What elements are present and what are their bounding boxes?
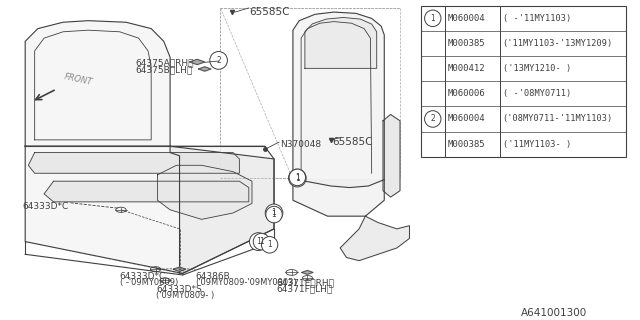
Polygon shape — [173, 267, 186, 271]
Text: 64371F〈LH〉: 64371F〈LH〉 — [276, 284, 332, 293]
Text: M000385: M000385 — [447, 39, 485, 48]
Polygon shape — [157, 165, 252, 219]
Text: ('09MY0809- ): ('09MY0809- ) — [156, 291, 214, 300]
Ellipse shape — [289, 169, 306, 187]
Polygon shape — [28, 153, 239, 173]
Polygon shape — [340, 216, 410, 261]
Text: 1: 1 — [256, 237, 260, 246]
Text: 1: 1 — [271, 210, 276, 219]
Ellipse shape — [250, 233, 267, 251]
Text: ( -'09MY0809): ( -'09MY0809) — [120, 278, 178, 287]
Text: 1: 1 — [430, 14, 435, 23]
Text: ('11MY1103- ): ('11MY1103- ) — [502, 140, 571, 148]
Text: 65585C: 65585C — [249, 7, 289, 17]
Text: M060006: M060006 — [447, 89, 485, 98]
Ellipse shape — [261, 236, 278, 253]
Text: ( -'11MY1103): ( -'11MY1103) — [502, 14, 571, 23]
Text: M060004: M060004 — [447, 115, 485, 124]
Text: 1: 1 — [259, 237, 264, 246]
Text: 1: 1 — [268, 240, 272, 249]
Text: 64375B〈LH〉: 64375B〈LH〉 — [136, 65, 193, 74]
Text: N370048: N370048 — [280, 140, 321, 149]
Text: 2: 2 — [430, 115, 435, 124]
Text: 1: 1 — [295, 173, 300, 182]
Text: 65585C: 65585C — [333, 137, 373, 147]
Polygon shape — [25, 146, 274, 273]
Ellipse shape — [289, 169, 305, 186]
Polygon shape — [198, 67, 211, 71]
Polygon shape — [383, 115, 400, 197]
Polygon shape — [25, 21, 170, 146]
Ellipse shape — [210, 52, 227, 69]
Text: 1: 1 — [271, 209, 276, 218]
Text: 64371E〈RH〉: 64371E〈RH〉 — [276, 278, 334, 287]
Ellipse shape — [265, 204, 283, 222]
Polygon shape — [44, 181, 249, 202]
Polygon shape — [293, 12, 384, 188]
Ellipse shape — [424, 10, 441, 27]
Ellipse shape — [266, 206, 282, 223]
Polygon shape — [189, 59, 205, 65]
Text: 2: 2 — [216, 56, 221, 65]
Text: 64375A〈RH〉: 64375A〈RH〉 — [136, 59, 194, 68]
Bar — [421, 6, 625, 157]
Text: 64333D*C: 64333D*C — [120, 272, 166, 281]
Text: ( -'08MY0711): ( -'08MY0711) — [502, 89, 571, 98]
Text: 64333D*S: 64333D*S — [156, 284, 202, 293]
Text: ('13MY1210- ): ('13MY1210- ) — [502, 64, 571, 73]
Text: ('11MY1103-'13MY1209): ('11MY1103-'13MY1209) — [502, 39, 613, 48]
Polygon shape — [170, 146, 274, 273]
Polygon shape — [305, 18, 377, 68]
Text: 1: 1 — [295, 173, 300, 182]
Polygon shape — [293, 180, 384, 216]
Text: M000412: M000412 — [447, 64, 485, 73]
Polygon shape — [301, 270, 313, 275]
Text: ('09MY0809-'09MY0903): ('09MY0809-'09MY0903) — [195, 278, 297, 287]
Text: FRONT: FRONT — [63, 73, 93, 87]
Ellipse shape — [253, 233, 269, 250]
Ellipse shape — [424, 111, 441, 127]
Text: M000385: M000385 — [447, 140, 485, 148]
Text: A641001300: A641001300 — [521, 308, 588, 318]
Text: 64386B: 64386B — [195, 272, 230, 281]
Text: ('08MY0711-'11MY1103): ('08MY0711-'11MY1103) — [502, 115, 613, 124]
Text: M060004: M060004 — [447, 14, 485, 23]
Text: 64333D*C: 64333D*C — [22, 202, 68, 211]
